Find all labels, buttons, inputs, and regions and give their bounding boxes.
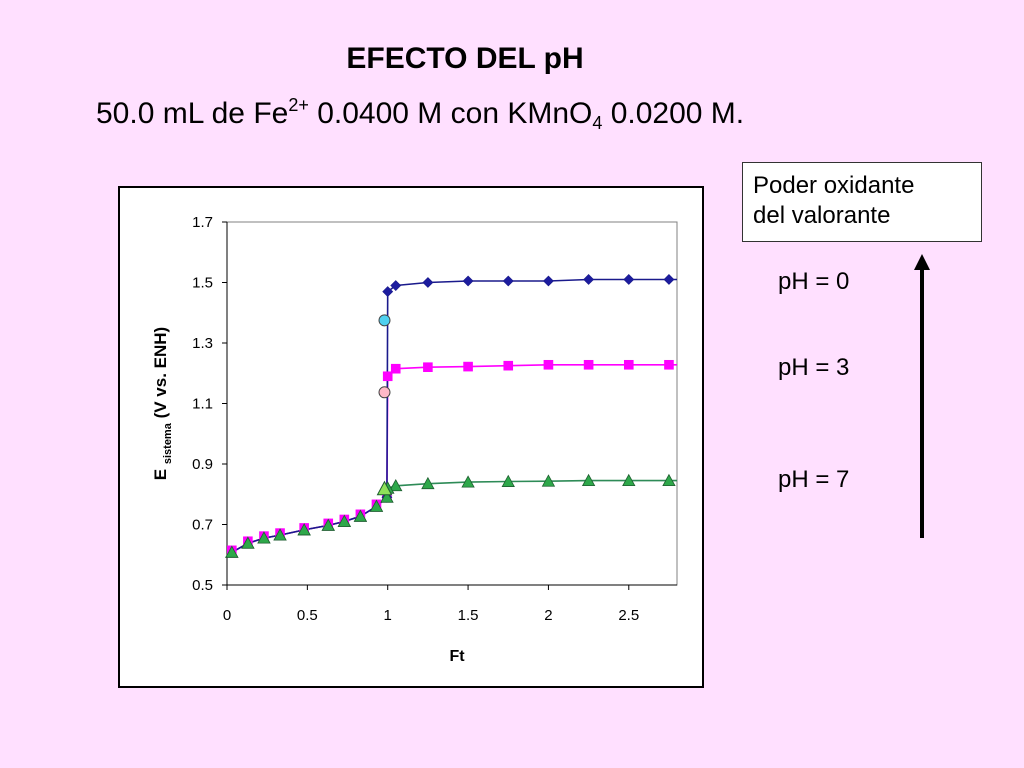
data-point-2 xyxy=(225,545,239,558)
x-tick-label: 2 xyxy=(544,607,552,624)
oxidizing-power-line-1: Poder oxidante xyxy=(753,172,915,199)
data-point-2 xyxy=(297,523,311,536)
data-point-2 xyxy=(273,528,287,541)
subtitle-part-1: 50.0 mL de Fe xyxy=(96,97,289,130)
data-point-2 xyxy=(622,473,636,487)
y-tick-label: 1.5 xyxy=(192,275,213,292)
data-point-1 xyxy=(623,359,634,370)
data-point-1 xyxy=(382,371,393,382)
x-tick-label: 0.5 xyxy=(297,607,318,624)
slide-subtitle: 50.0 mL de Fe2+ 0.0400 M con KMnO4 0.020… xyxy=(96,95,744,134)
y-axis-label: E sistema (V vs. ENH) xyxy=(151,327,174,480)
data-point-2 xyxy=(662,473,676,487)
x-tick-label: 1 xyxy=(384,607,392,624)
data-point-1 xyxy=(583,359,594,370)
equivalence-point-0 xyxy=(378,314,391,327)
ph-label-0: pH = 0 xyxy=(778,268,850,295)
x-tick-label: 2.5 xyxy=(618,607,639,624)
data-point-0 xyxy=(390,280,402,291)
titration-chart: 0.5 0.7 0.9 1.1 1.3 1.5 1.7 0 0.5 1 1.5 2 2.5 Ft E sis… xyxy=(151,214,678,665)
data-point-2 xyxy=(369,499,384,512)
subtitle-part-3: 0.0200 M. xyxy=(602,97,745,130)
data-point-2 xyxy=(389,478,403,492)
subtitle-subscript: 4 xyxy=(592,113,603,133)
data-point-0 xyxy=(462,275,474,287)
equivalence-point-2 xyxy=(376,480,393,496)
data-point-1 xyxy=(503,360,514,371)
data-point-0 xyxy=(502,275,514,287)
y-tick-label: 0.9 xyxy=(192,456,213,473)
data-point-2 xyxy=(541,474,556,487)
data-point-2 xyxy=(353,509,368,522)
data-point-2 xyxy=(241,536,255,549)
data-point-2 xyxy=(380,490,394,503)
data-point-2 xyxy=(461,475,475,488)
data-point-0 xyxy=(623,274,635,285)
chart-frame: 0.5 0.7 0.9 1.1 1.3 1.5 1.7 0 0.5 1 1.5 2 2.5 Ft E sis… xyxy=(118,186,704,688)
data-point-1 xyxy=(390,363,401,374)
y-tick-label: 1.3 xyxy=(192,335,213,352)
x-tick-label: 1.5 xyxy=(458,607,479,624)
oxidizing-power-line-2: del valorante xyxy=(753,202,891,229)
subtitle-part-2: 0.0400 M con KMnO xyxy=(308,97,593,130)
equivalence-point-1 xyxy=(378,386,391,399)
data-point-2 xyxy=(257,531,271,544)
data-point-2 xyxy=(581,473,596,487)
slide-title: EFECTO DEL pH xyxy=(346,42,584,75)
data-point-0 xyxy=(543,275,554,287)
data-point-2 xyxy=(421,476,435,490)
data-point-2 xyxy=(321,518,335,531)
data-point-0 xyxy=(583,274,595,285)
data-point-2 xyxy=(337,514,351,527)
y-tick-label: 0.5 xyxy=(192,577,213,594)
data-point-0 xyxy=(663,274,675,285)
x-axis-label: Ft xyxy=(449,648,465,665)
x-tick-label: 0 xyxy=(223,607,231,624)
y-tick-label: 1.1 xyxy=(192,396,213,413)
plot-area xyxy=(226,221,678,586)
oxidizing-power-box: Poder oxidante del valorante xyxy=(742,162,982,242)
data-point-0 xyxy=(382,286,394,297)
data-point-1 xyxy=(423,362,433,372)
data-point-1 xyxy=(664,359,674,370)
ph-label-3: pH = 3 xyxy=(778,354,850,381)
data-point-0 xyxy=(422,277,434,288)
data-point-1 xyxy=(463,361,473,372)
subtitle-superscript: 2+ xyxy=(288,95,309,115)
up-arrow-icon xyxy=(914,254,930,538)
data-point-2 xyxy=(501,474,515,487)
ph-label-7: pH = 7 xyxy=(778,466,850,493)
data-point-1 xyxy=(543,359,554,370)
y-tick-label: 0.7 xyxy=(192,517,213,534)
y-tick-label: 1.7 xyxy=(192,214,213,231)
